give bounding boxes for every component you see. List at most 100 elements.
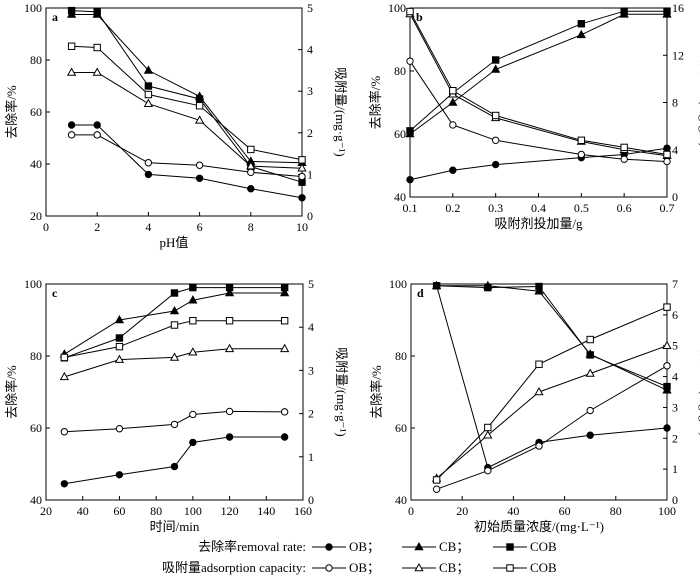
x-tick-label: 80 [150, 504, 162, 518]
series-capacity-cob [432, 303, 671, 484]
y-tick-label: 80 [394, 64, 406, 78]
y2-tick-label: 1 [308, 450, 314, 464]
data-point [247, 185, 255, 193]
data-point [586, 351, 594, 359]
legend-item-label: OB； [349, 560, 380, 576]
y2-tick-label: 8 [672, 96, 678, 110]
data-point [225, 433, 234, 441]
data-point [449, 166, 457, 174]
data-point [144, 159, 153, 167]
series-line [71, 10, 303, 183]
y-tick-label: 60 [30, 421, 42, 435]
series-line [71, 134, 303, 177]
data-point [144, 90, 153, 99]
data-point [449, 121, 457, 129]
x-tick-label: 4 [145, 220, 151, 234]
data-point [280, 283, 289, 292]
data-point [491, 136, 500, 145]
x-tick-label: 0 [43, 220, 49, 234]
x-tick-label: 0.1 [403, 201, 418, 215]
data-point [663, 150, 671, 159]
x-tick-label: 6 [197, 220, 203, 234]
legend-row-removal-rate: 去除率removal rate: OB； CB； COB [198, 539, 557, 555]
data-point [195, 174, 204, 183]
data-point [280, 408, 289, 416]
data-point [143, 98, 154, 107]
y2-tick-label: 3 [307, 84, 313, 98]
data-point [577, 136, 586, 145]
data-point [66, 67, 77, 76]
y2-tick-label: 1 [307, 167, 313, 181]
data-point [188, 347, 198, 356]
x-tick-label: 0.5 [574, 201, 589, 215]
series-line [436, 306, 668, 481]
legend-row-label: 吸附量adsorption capacity: [162, 560, 306, 575]
y2-tick-label: 3 [308, 363, 314, 377]
series-line [71, 45, 303, 161]
data-point [189, 438, 197, 447]
y2-tick-label: 0 [307, 209, 313, 223]
y-tick-label: 60 [395, 421, 407, 435]
data-point [620, 155, 628, 163]
data-point [189, 317, 197, 325]
data-point [60, 353, 69, 362]
y2-tick-label: 12 [672, 48, 684, 62]
legend-item: CB； [402, 560, 469, 576]
y2-tick-label: 0 [308, 493, 314, 507]
data-point [663, 303, 671, 311]
legend-item-label: COB [530, 539, 557, 554]
legend-item: COB [493, 539, 557, 554]
data-point [189, 410, 197, 419]
y2-tick-label: 3 [672, 400, 678, 414]
series-line [436, 365, 668, 490]
y2-tick-label: 16 [672, 1, 684, 15]
data-point [170, 462, 179, 471]
data-point [225, 407, 234, 416]
data-point [280, 433, 289, 441]
y2-tick-label: 2 [308, 407, 314, 421]
x-tick-label: 40 [77, 504, 89, 518]
series-capacity-cb [66, 67, 307, 172]
panel-letter: b [416, 10, 423, 24]
data-point [169, 352, 180, 361]
legend-item-label: OB； [349, 539, 380, 555]
data-point [93, 131, 101, 139]
data-point [67, 131, 76, 139]
data-point [432, 282, 441, 290]
series-line [409, 147, 668, 181]
data-point [534, 386, 544, 396]
x-tick-label: 10 [296, 220, 308, 234]
data-point [298, 194, 306, 202]
y-tick-label: 60 [394, 127, 406, 141]
y-tick-label: 40 [30, 157, 42, 171]
series-removal-cb [59, 287, 290, 358]
data-point [67, 121, 76, 129]
data-point [67, 6, 76, 15]
data-point [298, 172, 306, 181]
y-tick-label: 60 [30, 105, 42, 119]
series-capacity-cob [406, 7, 671, 159]
data-point [114, 314, 125, 324]
legend-row-label: 去除率removal rate: [198, 539, 306, 554]
data-point [93, 8, 101, 16]
x-tick-label: 60 [559, 504, 571, 518]
y-tick-label: 20 [30, 209, 42, 223]
series-line [64, 410, 285, 433]
y-axis-label: 去除率/% [369, 365, 384, 419]
series-line [436, 285, 668, 391]
series-line [409, 60, 668, 163]
y-tick-label: 40 [30, 493, 42, 507]
legend-marker [414, 562, 424, 572]
y-tick-label: 80 [30, 53, 42, 67]
data-point [93, 43, 101, 52]
data-point [663, 362, 671, 370]
data-point [663, 7, 671, 15]
data-point [298, 156, 306, 164]
series-line [64, 287, 285, 359]
data-point [620, 7, 628, 15]
x-tick-label: 2 [94, 220, 100, 234]
legend-item-label: COB [530, 560, 557, 575]
data-point [586, 406, 594, 415]
data-point [585, 368, 595, 377]
data-point [169, 305, 180, 315]
